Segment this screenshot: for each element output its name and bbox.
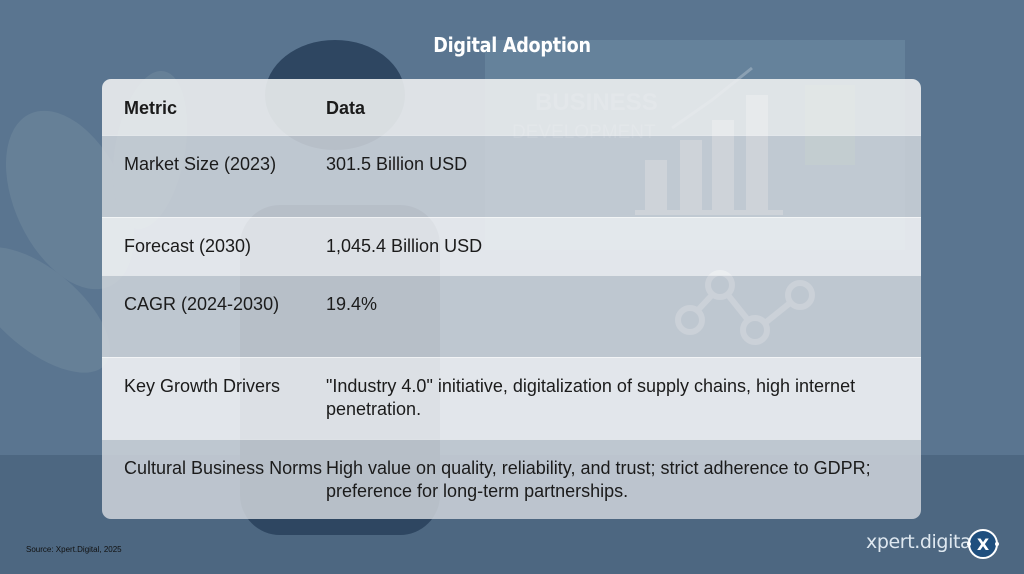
table-row: Cultural Business Norms High value on qu… [102,438,921,519]
brand-name[interactable]: xpert.digital [866,531,977,553]
table-row: CAGR (2024-2030) 19.4% [102,274,921,357]
row-metric: Market Size (2023) [102,134,326,217]
table-header-row: Metric Data [102,79,921,135]
metrics-table: Metric Data Market Size (2023) 301.5 Bil… [102,79,921,519]
table-row: Key Growth Drivers "Industry 4.0" initia… [102,356,921,439]
row-metric: Forecast (2030) [102,216,326,275]
header-metric: Metric [124,98,178,118]
header-data: Data [326,98,366,118]
metrics-table-card: Metric Data Market Size (2023) 301.5 Bil… [102,79,921,519]
row-metric: CAGR (2024-2030) [102,274,326,357]
row-data: 1,045.4 Billion USD [326,216,921,275]
row-metric: Cultural Business Norms [102,438,326,519]
logo-letter: X [977,535,990,554]
row-data: 19.4% [326,274,921,357]
row-data: 301.5 Billion USD [326,134,921,217]
board-text-business: BUSINESS [535,89,658,116]
page-title: Digital Adoption [433,33,591,57]
table-row: Forecast (2030) 1,045.4 Billion USD [102,216,921,275]
row-metric: Key Growth Drivers [102,356,326,439]
row-data: High value on quality, reliability, and … [326,438,921,519]
table-row: Market Size (2023) 301.5 Billion USD [102,134,921,217]
xpert-logo-icon[interactable]: X [965,526,1001,562]
row-data: "Industry 4.0" initiative, digitalizatio… [326,356,921,439]
source-caption: Source: Xpert.Digital, 2025 [26,545,122,554]
